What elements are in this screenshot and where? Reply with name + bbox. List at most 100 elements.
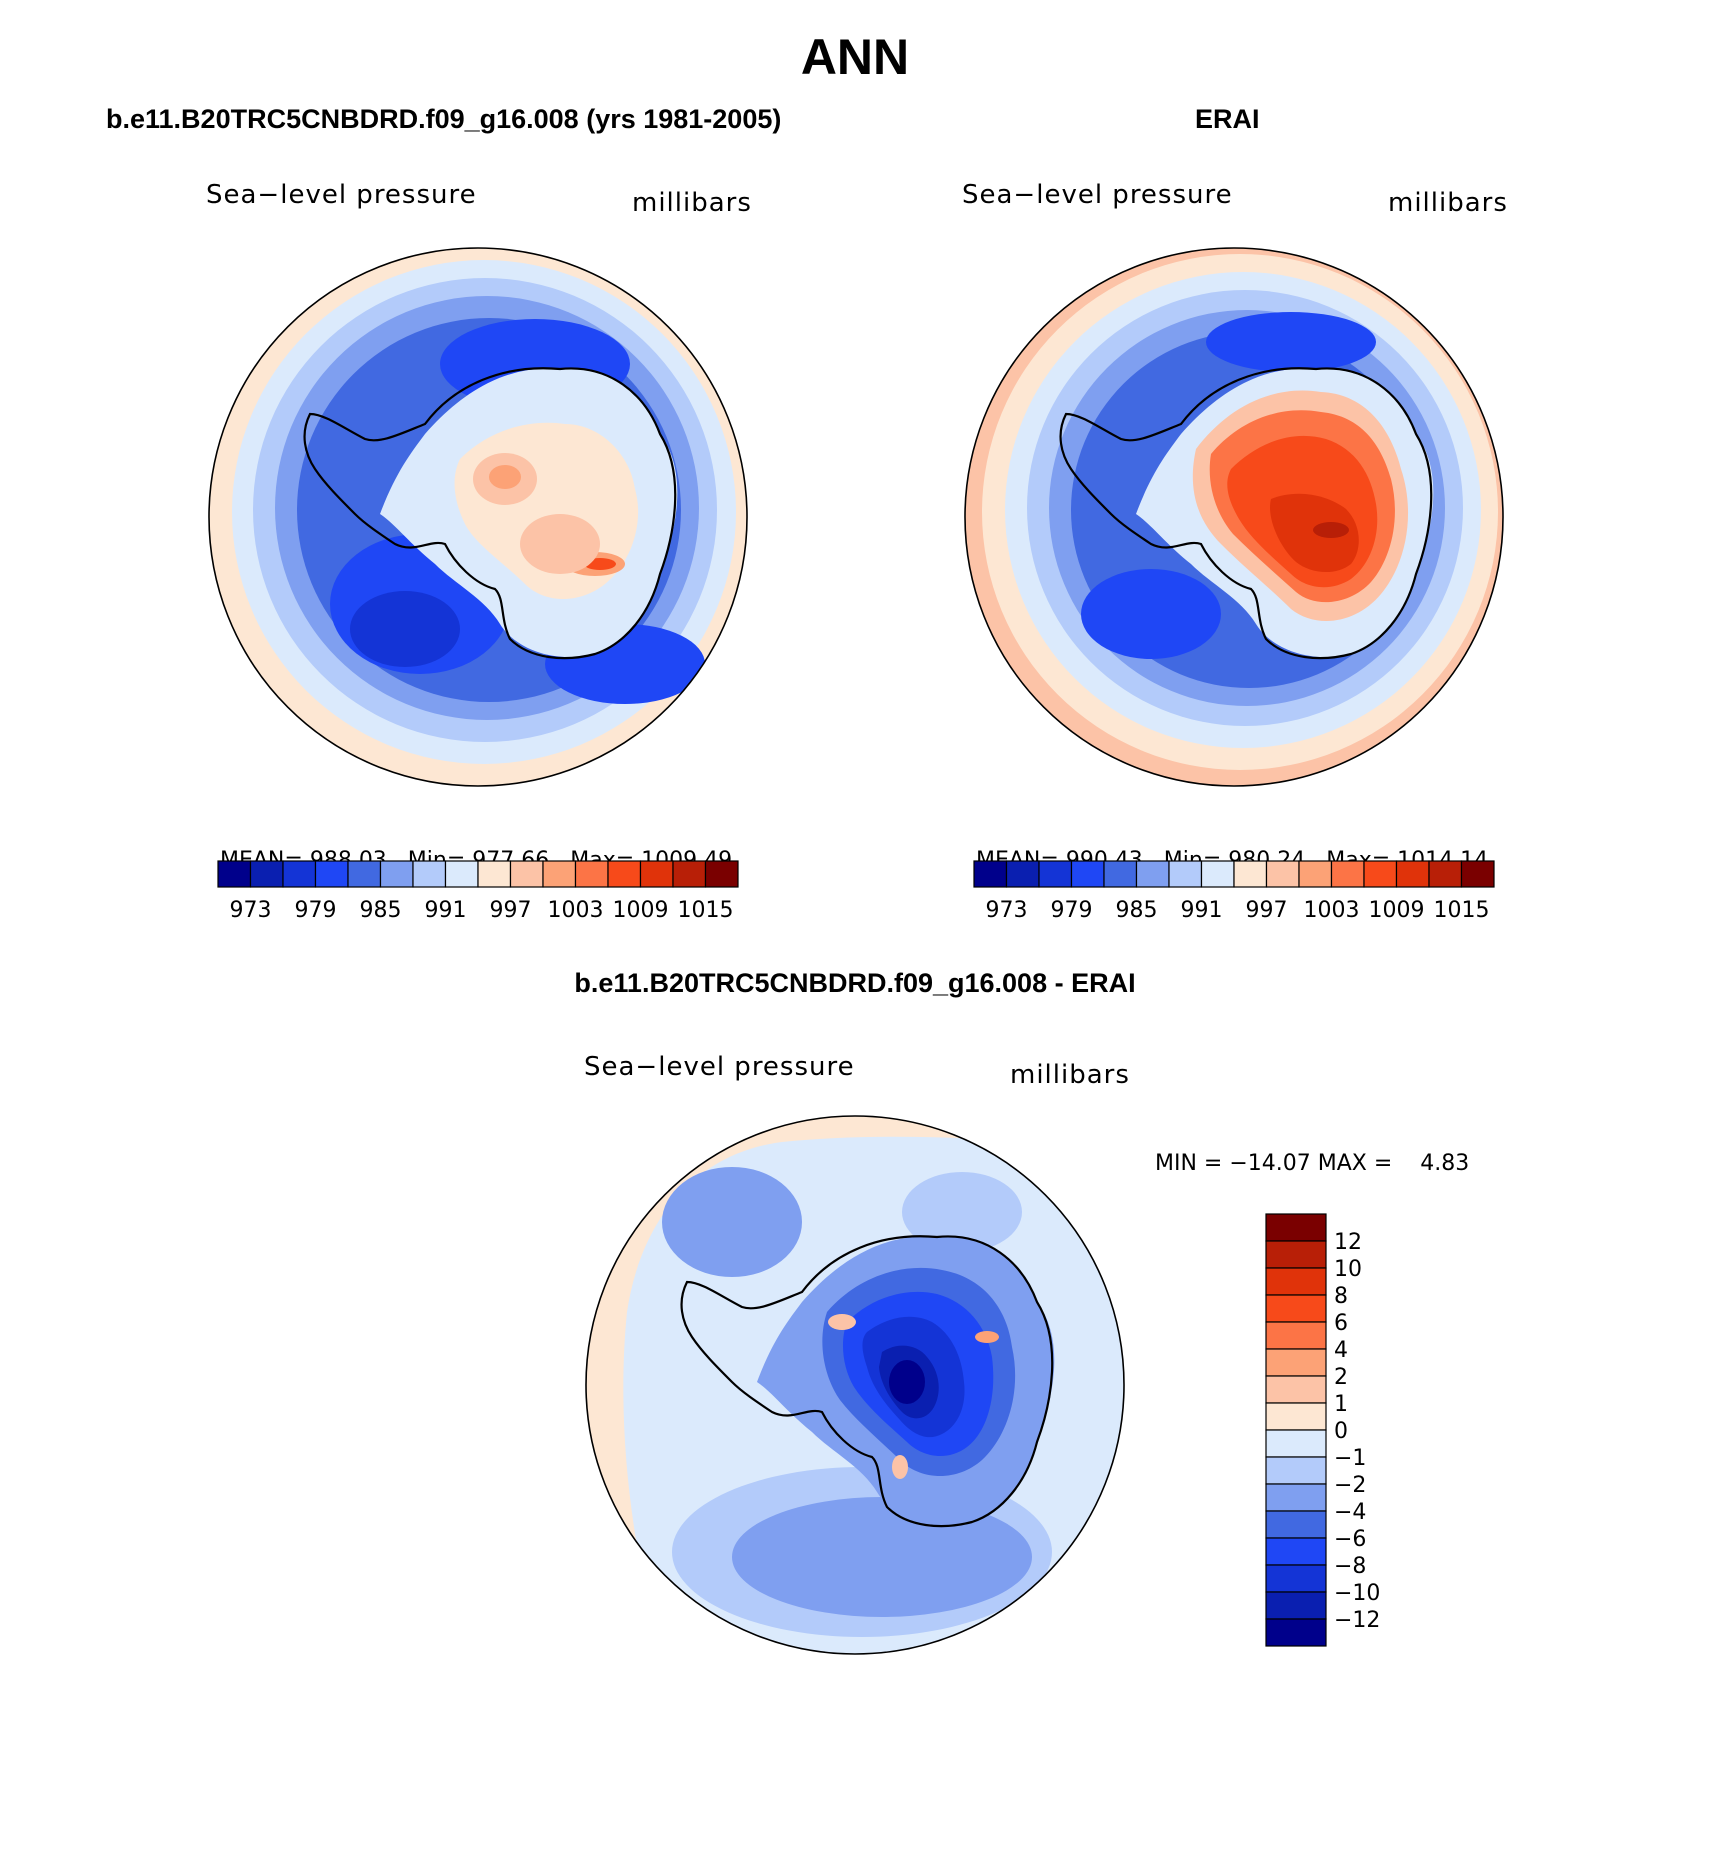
difference-colorbar-box [1265, 1591, 1327, 1620]
model-colorbar-box [314, 860, 349, 888]
model-colorbar-box [347, 860, 382, 888]
model-colorbar-tick-label: 1015 [678, 898, 734, 923]
diff-weddell-minus4 [662, 1167, 802, 1277]
obs-colorbar-box [1363, 860, 1398, 888]
difference-colorbar-box [1265, 1537, 1327, 1566]
difference-colorbar-box [1265, 1456, 1327, 1485]
difference-colorbar-tick-label: −1 [1334, 1446, 1366, 1471]
model-colorbar-box [704, 860, 739, 888]
obs-colorbar-box [1330, 860, 1365, 888]
obs-colorbar: 973 979 985 991 997 1003 1009 1015 [973, 860, 1495, 923]
model-colorbar-box [639, 860, 674, 888]
model-colorbar-box [412, 860, 447, 888]
difference-colorbar-tick-label: −2 [1334, 1473, 1366, 1498]
difference-colorbar-box [1265, 1483, 1327, 1512]
obs-colorbar-tick-label: 991 [1181, 898, 1223, 923]
difference-panel-title: b.e11.B20TRC5CNBDRD.f09_g16.008 - ERAI [574, 968, 1136, 998]
model-polar-map [208, 247, 748, 787]
difference-colorbar-tick-label: 8 [1334, 1284, 1348, 1309]
difference-colorbar-box [1265, 1375, 1327, 1404]
model-colorbar-box [542, 860, 577, 888]
difference-colorbar-box [1265, 1348, 1327, 1377]
difference-colorbar-box [1265, 1429, 1327, 1458]
plateau-high-west-core [489, 465, 521, 489]
obs-colorbar-tick-label: 1003 [1304, 898, 1360, 923]
obs-colorbar-tick-label: 997 [1246, 898, 1288, 923]
difference-units-label: millibars [1010, 1060, 1130, 1090]
model-colorbar: 973 979 985 991 997 1003 1009 1015 [217, 860, 739, 923]
difference-colorbar-tick-label: 12 [1334, 1230, 1362, 1255]
difference-colorbar-tick-label: 10 [1334, 1257, 1362, 1282]
diff-south-minus4 [732, 1497, 1032, 1617]
plateau-high-central [520, 514, 600, 574]
model-colorbar-tick-label: 991 [425, 898, 467, 923]
difference-colorbar-box [1265, 1618, 1327, 1647]
map-low-weddell [1206, 312, 1376, 372]
difference-colorbar-tick-label: 1 [1334, 1392, 1348, 1417]
difference-minmax: MIN = −14.07 MAX = 4.83 [1155, 1151, 1470, 1176]
difference-variable-label: Sea−level pressure [584, 1052, 855, 1082]
figure-title: ANN [800, 29, 910, 85]
obs-colorbar-box [1103, 860, 1138, 888]
difference-colorbar-box [1265, 1213, 1327, 1242]
difference-colorbar-tick-label: −6 [1334, 1527, 1366, 1552]
map-low-ross-sea [1081, 569, 1221, 659]
model-colorbar-box [574, 860, 609, 888]
obs-colorbar-tick-label: 1015 [1434, 898, 1490, 923]
difference-colorbar-box [1265, 1294, 1327, 1323]
obs-variable-label: Sea−level pressure [962, 180, 1233, 210]
model-colorbar-tick-label: 979 [295, 898, 337, 923]
obs-colorbar-box [1135, 860, 1170, 888]
difference-colorbar-box [1265, 1267, 1327, 1296]
difference-colorbar-tick-label: 4 [1334, 1338, 1348, 1363]
map-boundary [208, 247, 748, 787]
obs-colorbar-box [1395, 860, 1430, 888]
difference-colorbar-box [1265, 1321, 1327, 1350]
difference-colorbar-tick-label: −12 [1334, 1608, 1380, 1633]
obs-colorbar-tick-label: 1009 [1369, 898, 1425, 923]
model-panel-title: b.e11.B20TRC5CNBDRD.f09_g16.008 (yrs 198… [106, 104, 782, 134]
diff-positive-blob-south [892, 1455, 908, 1479]
model-variable-label: Sea−level pressure [206, 180, 477, 210]
obs-colorbar-box [1233, 860, 1268, 888]
difference-colorbar-box [1265, 1510, 1327, 1539]
diff-positive-blob-east [975, 1331, 999, 1343]
antarctica-coastline [303, 367, 677, 660]
obs-colorbar-box [1168, 860, 1203, 888]
obs-colorbar-box [1005, 860, 1040, 888]
difference-colorbar-box [1265, 1240, 1327, 1269]
model-colorbar-tick-label: 973 [230, 898, 272, 923]
obs-colorbar-tick-label: 973 [986, 898, 1028, 923]
model-colorbar-box [477, 860, 512, 888]
model-colorbar-box [509, 860, 544, 888]
antarctica-coastline [1059, 367, 1433, 660]
difference-colorbar-box [1265, 1564, 1327, 1593]
difference-colorbar-tick-label: −4 [1334, 1500, 1366, 1525]
difference-colorbar-tick-label: −8 [1334, 1554, 1366, 1579]
map-boundary [585, 1115, 1125, 1655]
difference-colorbar-tick-label: 6 [1334, 1311, 1348, 1336]
difference-colorbar-tick-label: 2 [1334, 1365, 1348, 1390]
diff-continent-minimum [889, 1360, 925, 1404]
obs-colorbar-box [1428, 860, 1463, 888]
obs-colorbar-box [1298, 860, 1333, 888]
model-colorbar-box [379, 860, 414, 888]
obs-colorbar-box [1265, 860, 1300, 888]
plateau-1015 [1313, 522, 1349, 538]
model-units-label: millibars [632, 188, 752, 218]
model-colorbar-box [217, 860, 252, 888]
obs-panel-title: ERAI [1195, 104, 1260, 134]
map-low-core [350, 591, 460, 667]
map-boundary [964, 247, 1504, 787]
obs-colorbar-box [1070, 860, 1105, 888]
diff-north-minus2 [902, 1172, 1022, 1252]
antarctica-coastline [680, 1235, 1054, 1528]
model-colorbar-tick-label: 997 [490, 898, 532, 923]
model-colorbar-box [282, 860, 317, 888]
model-colorbar-box [444, 860, 479, 888]
model-colorbar-tick-label: 1009 [613, 898, 669, 923]
diff-positive-blob [828, 1314, 856, 1330]
obs-colorbar-box [1200, 860, 1235, 888]
obs-units-label: millibars [1388, 188, 1508, 218]
